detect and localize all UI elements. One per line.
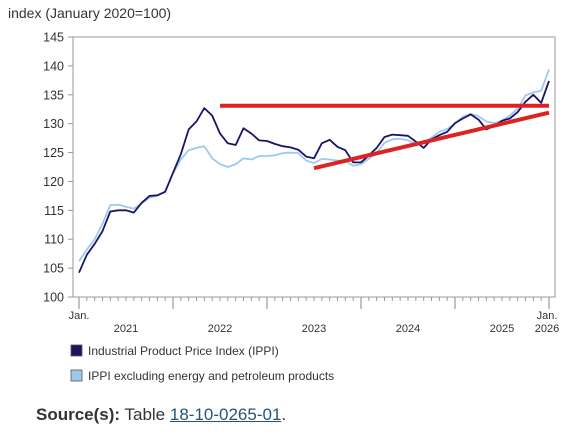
y-tick-label: 130	[43, 117, 64, 131]
y-tick-label: 140	[43, 59, 64, 73]
y-axis-label: index (January 2020=100)	[8, 5, 171, 21]
source-table-link[interactable]: 18-10-0265-01	[169, 405, 282, 424]
support-trend-line	[313, 110, 550, 171]
series-line-1	[78, 80, 550, 274]
series-layer	[78, 69, 550, 274]
source-prefix: Table	[124, 405, 166, 424]
source-label: Source(s):	[36, 405, 121, 424]
x-year-label: 2024	[396, 323, 420, 335]
legend: Industrial Product Price Index (IPPI) IPP…	[70, 344, 334, 383]
x-year-label: 2025	[490, 323, 514, 335]
legend-label: Industrial Product Price Index (IPPI)	[88, 344, 279, 358]
y-tick-label: 120	[43, 175, 64, 189]
x-year-label: 2021	[114, 323, 138, 335]
legend-swatch	[70, 369, 83, 382]
source-note: Source(s): Table 18-10-0265-01.	[36, 405, 286, 425]
y-axis: 100 105 110 115 120 125 130 135 140 145	[43, 31, 73, 305]
source-suffix: .	[281, 405, 287, 424]
y-tick-label: 135	[43, 88, 64, 102]
y-tick-label: 115	[44, 204, 64, 218]
y-tick-label: 145	[43, 31, 64, 45]
x-end-label-top: Jan.	[537, 310, 558, 322]
x-year-label: 2022	[208, 323, 232, 335]
y-tick-label: 125	[43, 146, 64, 160]
x-end-label-bottom: 2026	[535, 323, 559, 335]
y-tick-label: 105	[43, 262, 64, 276]
ippi-line-chart: index (January 2020=100) 100 105 110 115 120…	[8, 5, 559, 383]
legend-swatch	[70, 344, 83, 357]
y-tick-label: 110	[44, 233, 64, 247]
x-start-label: Jan.	[69, 310, 90, 322]
x-year-label: 2023	[302, 323, 326, 335]
trend-annotations	[220, 103, 550, 171]
legend-label: IPPI excluding energy and petroleum prod…	[88, 369, 334, 383]
y-tick-label: 100	[43, 291, 64, 305]
series-line-2	[78, 69, 550, 262]
